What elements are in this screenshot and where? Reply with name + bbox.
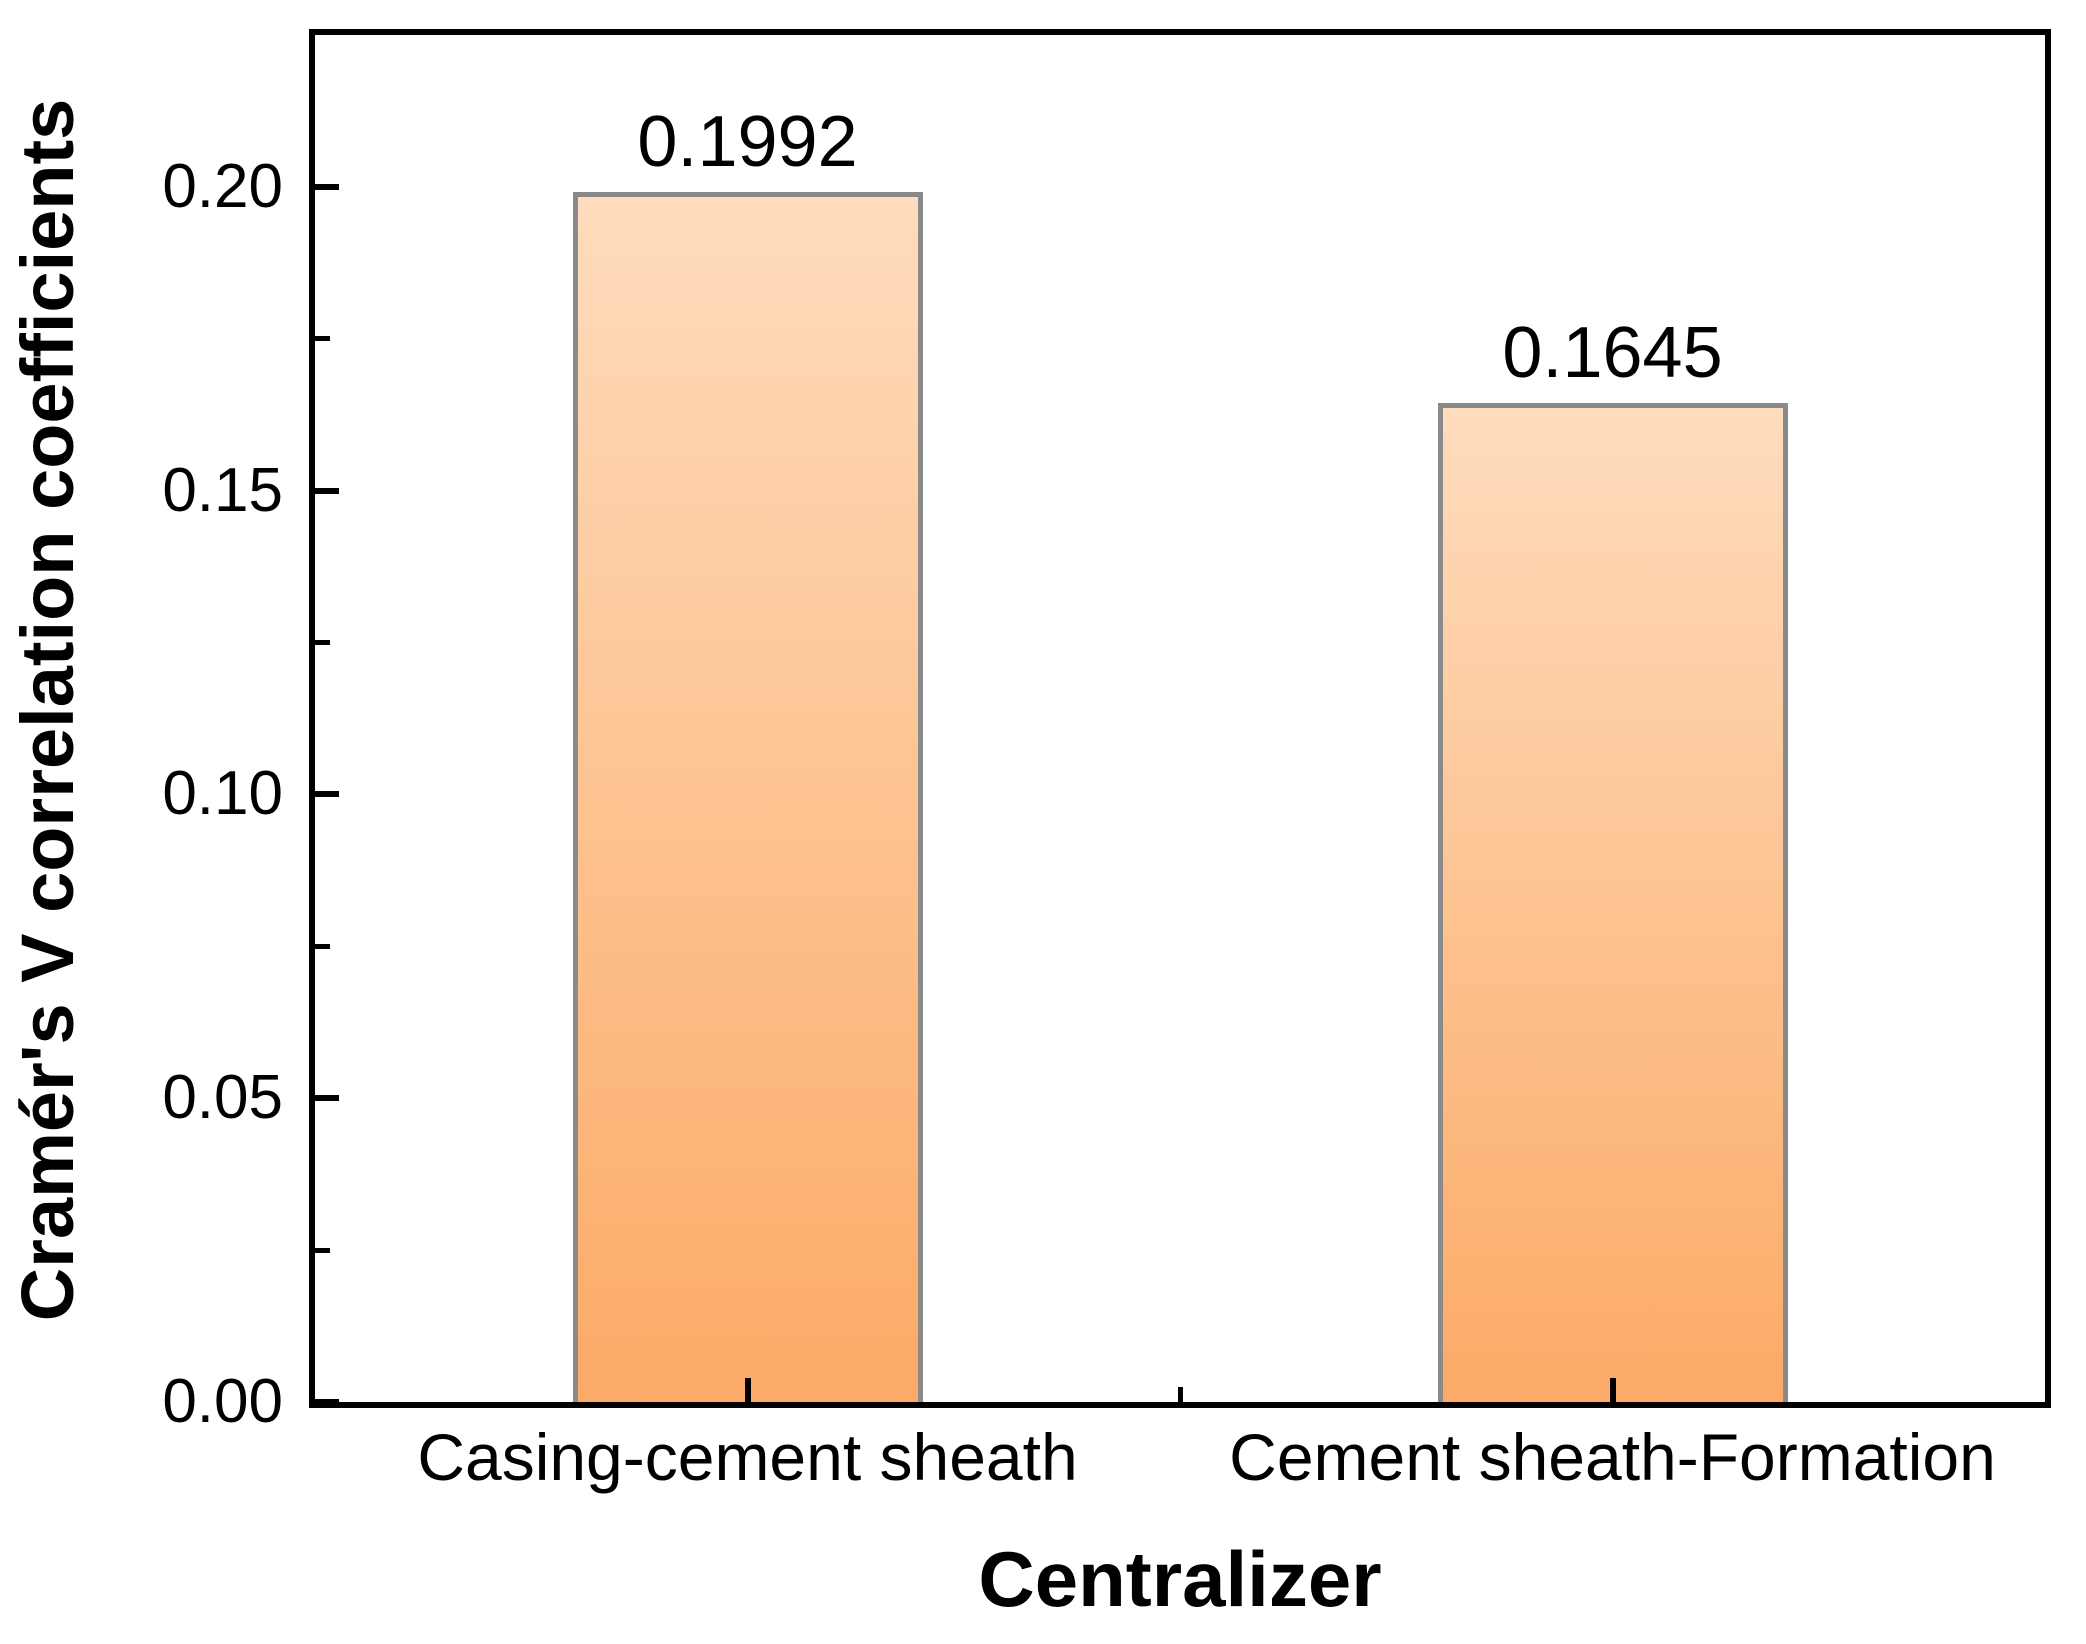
x-axis-major-tick: [744, 1378, 751, 1402]
y-axis-major-tick: [315, 183, 339, 190]
y-tick-label: 0.00: [162, 1367, 283, 1436]
y-tick-label: 0.05: [162, 1063, 283, 1133]
y-tick-labels: 0.00 0.05 0.10 0.15 0.20: [0, 35, 283, 1432]
y-axis-major-tick: [315, 1399, 339, 1405]
x-category-labels: Casing-cement sheath Cement sheath-Format…: [315, 1424, 2045, 1514]
y-axis-minor-tick: [315, 1247, 330, 1253]
plot-area: 0.1992 0.1645: [309, 29, 2051, 1408]
x-axis-major-tick: [1609, 1378, 1616, 1402]
bar-casing-cement-sheath: [572, 191, 923, 1402]
y-axis-major-tick: [315, 487, 339, 494]
y-axis-major-tick: [315, 791, 339, 798]
plot-inner: 0.1992 0.1645: [315, 35, 2045, 1405]
y-tick-label: 0.10: [162, 759, 283, 829]
bar-cement-sheath-formation: [1437, 402, 1788, 1402]
y-axis-minor-tick: [315, 336, 330, 342]
x-axis-title: Centralizer: [978, 1535, 1382, 1623]
x-category-label: Cement sheath-Formation: [1229, 1420, 1996, 1494]
y-tick-label: 0.15: [162, 455, 283, 525]
y-axis-minor-tick: [315, 640, 330, 646]
y-axis-minor-tick: [315, 943, 330, 949]
x-category-label: Casing-cement sheath: [417, 1420, 1078, 1494]
bar-value-label: 0.1992: [637, 101, 858, 182]
bar-value-label: 0.1645: [1502, 312, 1723, 393]
x-axis-minor-tick: [1177, 1387, 1183, 1402]
y-axis-major-tick: [315, 1095, 339, 1102]
y-tick-label: 0.20: [162, 151, 283, 221]
